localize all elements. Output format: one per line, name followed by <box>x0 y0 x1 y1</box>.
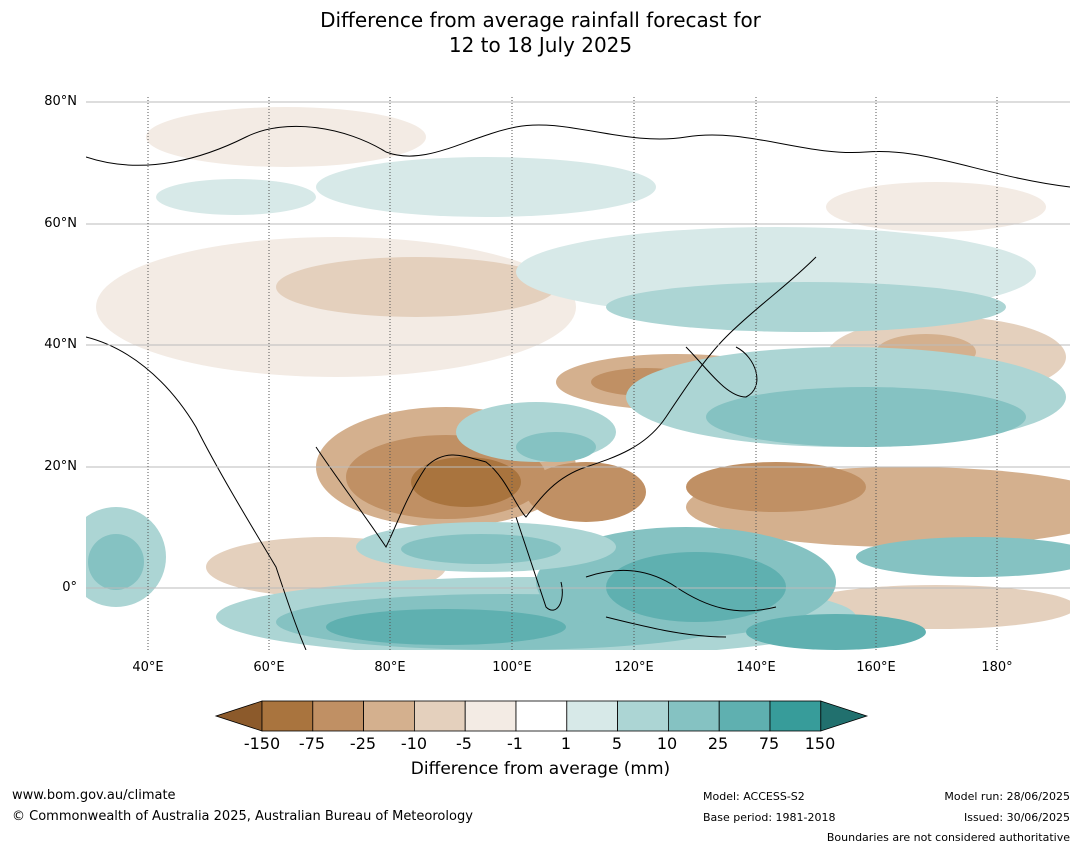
colorbar-label: Difference from average (mm) <box>410 759 671 779</box>
colorbar-cell <box>515 700 568 732</box>
title-line-1: Difference from average rainfall forecas… <box>320 8 761 32</box>
lon-label-80e: 80°E <box>374 660 406 675</box>
footer-model: Model: ACCESS-S2 <box>703 790 805 803</box>
colorbar-cell <box>363 700 415 732</box>
lat-label-0: 0° <box>62 580 77 595</box>
map-title: Difference from average rainfall forecas… <box>0 8 1081 58</box>
colorbar-tick: 150 <box>804 734 836 753</box>
footer-url[interactable]: www.bom.gov.au/climate <box>12 788 176 803</box>
colorbar-tick: 10 <box>656 734 678 753</box>
lon-label-180: 180° <box>981 660 1013 675</box>
colorbar-tick: 75 <box>758 734 780 753</box>
footer-copyright: © Commonwealth of Australia 2025, Austra… <box>12 809 473 824</box>
lat-label-20n: 20°N <box>44 459 77 474</box>
lat-label-60n: 60°N <box>44 216 77 231</box>
colorbar-cell <box>668 700 720 732</box>
colorbar-tick: -25 <box>349 734 377 753</box>
colorbar-extend-low <box>214 700 263 732</box>
footer-issued: Issued: 30/06/2025 <box>963 811 1070 824</box>
lon-label-60e: 60°E <box>253 660 285 675</box>
lat-label-40n: 40°N <box>44 337 77 352</box>
lon-label-100e: 100°E <box>492 660 532 675</box>
footer-disclaimer: Boundaries are not considered authoritat… <box>826 831 1070 844</box>
lon-label-160e: 160°E <box>856 660 896 675</box>
map-svg <box>86 97 1070 650</box>
lat-label-80n: 80°N <box>44 94 77 109</box>
longitude-gridlines <box>147 97 998 650</box>
colorbar-tick: -150 <box>243 734 281 753</box>
colorbar-cell <box>312 700 364 732</box>
colorbar-tick: 5 <box>611 734 623 753</box>
footer-model-run: Model run: 28/06/2025 <box>944 790 1070 803</box>
colorbar-cell <box>617 700 669 732</box>
colorbar-cell <box>566 700 618 732</box>
colorbar-tick: 25 <box>707 734 729 753</box>
colorbar-tick: 1 <box>560 734 572 753</box>
lon-label-140e: 140°E <box>736 660 776 675</box>
lon-label-40e: 40°E <box>132 660 164 675</box>
colorbar-cell <box>464 700 517 732</box>
latitude-gridlines <box>86 101 1070 589</box>
colorbar-cell <box>261 700 314 732</box>
colorbar-cell <box>413 700 466 732</box>
colorbar-tick: -1 <box>507 734 523 753</box>
colorbar-cell <box>718 700 771 732</box>
colorbar-cell <box>769 700 822 732</box>
rainfall-map <box>86 97 1070 650</box>
colorbar-tick: -10 <box>400 734 428 753</box>
title-line-2: 12 to 18 July 2025 <box>448 33 633 57</box>
colorbar-tick: -5 <box>456 734 472 753</box>
colorbar-extend-high <box>820 700 869 732</box>
lon-label-120e: 120°E <box>614 660 654 675</box>
colorbar-cells <box>214 700 869 732</box>
wet-anomaly-fields <box>86 157 1070 650</box>
footer-base-period: Base period: 1981-2018 <box>703 811 836 824</box>
colorbar-tick: -75 <box>298 734 326 753</box>
